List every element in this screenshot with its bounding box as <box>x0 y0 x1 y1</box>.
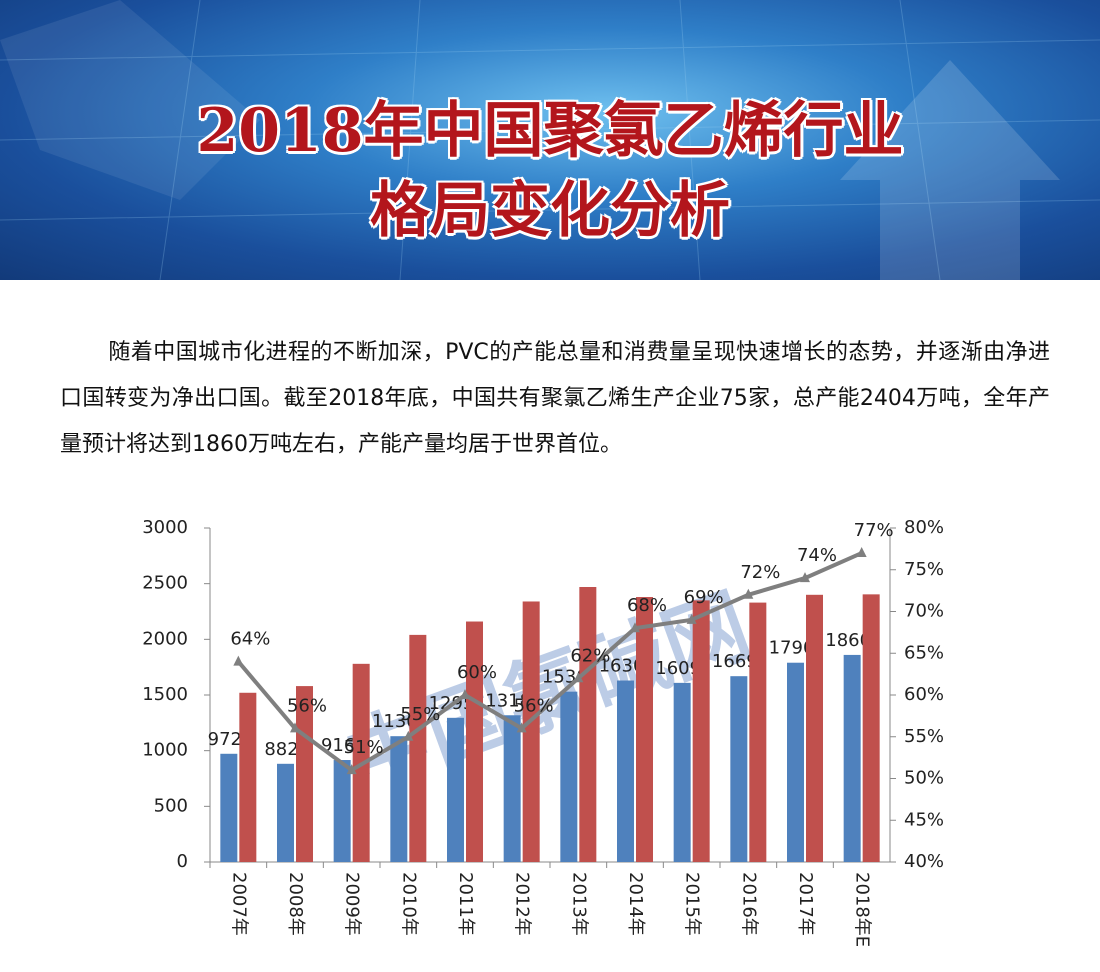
bar <box>447 717 464 862</box>
bar-value-label: 1669 <box>712 651 758 672</box>
bar <box>730 676 748 862</box>
line-value-label: 68% <box>627 595 667 616</box>
line-value-label: 69% <box>684 587 724 608</box>
bar <box>239 692 257 862</box>
y-tick-label: 0 <box>177 851 188 872</box>
line-marker <box>290 722 300 733</box>
x-tick-label: 2009年 <box>342 872 363 936</box>
x-tick-label: 2016年 <box>738 872 759 936</box>
bar-value-label: 972 <box>208 729 242 750</box>
bar <box>636 597 653 862</box>
y-tick-label: 500 <box>154 795 188 816</box>
bar <box>390 736 408 862</box>
x-tick-label: 2018年E <box>852 872 873 947</box>
line-marker <box>573 672 584 683</box>
bar <box>862 594 880 862</box>
line-value-label: 51% <box>344 737 384 758</box>
x-tick-label: 2014年 <box>625 872 646 936</box>
x-tick-label: 2011年 <box>455 872 476 936</box>
y2-tick-label: 60% <box>904 684 944 705</box>
bar-value-label: 1790 <box>769 638 815 659</box>
x-tick-label: 2015年 <box>682 872 703 936</box>
bar <box>617 680 634 862</box>
line-value-label: 77% <box>854 520 894 541</box>
line-marker <box>403 730 414 741</box>
line-value-label: 56% <box>514 695 554 716</box>
bar <box>522 601 540 862</box>
bar <box>409 634 427 862</box>
line-value-label: 72% <box>740 562 780 583</box>
x-tick-label: 2017年 <box>795 872 816 936</box>
bar <box>673 682 691 862</box>
bar <box>333 760 351 862</box>
line-marker <box>630 622 640 633</box>
bar <box>692 600 710 862</box>
y2-tick-label: 65% <box>904 642 944 663</box>
x-tick-label: 2007年 <box>228 872 249 936</box>
line-marker <box>856 547 867 558</box>
line-marker <box>233 655 244 666</box>
bar-value-label: 1609 <box>655 658 701 679</box>
banner-decor <box>0 0 1100 280</box>
bar-value-label: 916 <box>321 735 355 756</box>
bar <box>579 587 597 862</box>
y2-tick-label: 40% <box>904 851 944 872</box>
x-tick-label: 2010年 <box>398 872 419 936</box>
bar-value-label: 1630 <box>599 656 645 677</box>
title-line: 格局变化分析 <box>370 176 730 246</box>
bar <box>787 662 804 862</box>
banner: 2018年中国聚氯乙烯行业 格局变化分析 <box>0 0 1100 280</box>
line-marker <box>800 572 810 583</box>
bar-value-label: 1860 <box>825 630 871 651</box>
bar <box>277 763 294 862</box>
bar-value-label: 1318 <box>485 690 531 711</box>
paragraph: 随着中国城市化进程的不断加深，PVC的产能总量和消费量呈现快速增长的态势，并逐渐… <box>60 340 1050 457</box>
bar <box>749 602 767 862</box>
bar <box>843 654 861 862</box>
bar <box>466 621 483 862</box>
x-tick-label: 2012年 <box>512 872 533 936</box>
bar-value-label: 882 <box>264 739 298 760</box>
y-tick-label: 2500 <box>142 573 188 594</box>
y-tick-label: 1000 <box>142 740 188 761</box>
x-tick-label: 2008年 <box>285 872 306 936</box>
x-tick-label: 2013年 <box>568 872 589 936</box>
bar <box>220 753 238 862</box>
y-tick-label: 3000 <box>142 517 188 538</box>
line-value-label: 64% <box>230 629 270 650</box>
line-marker <box>743 588 754 599</box>
bar <box>503 715 521 862</box>
y2-tick-label: 75% <box>904 559 944 580</box>
line-marker <box>346 764 357 775</box>
line-value-label: 55% <box>400 704 440 725</box>
y2-tick-label: 80% <box>904 517 944 538</box>
bar-value-label: 1130 <box>372 711 418 732</box>
line-marker <box>516 722 527 733</box>
y2-tick-label: 55% <box>904 726 944 747</box>
bar <box>806 594 823 862</box>
chart: 中国氯碱网 05001000150020002500300040%45%50%5… <box>142 517 944 947</box>
y-tick-label: 2000 <box>142 628 188 649</box>
y2-tick-label: 70% <box>904 601 944 622</box>
line-value-label: 60% <box>457 662 497 683</box>
line-marker <box>460 689 470 699</box>
line-value-label: 56% <box>287 695 327 716</box>
y-tick-label: 1500 <box>142 684 188 705</box>
bar <box>560 691 578 862</box>
y2-tick-label: 45% <box>904 809 944 830</box>
title-line: 2018年中国聚氯乙烯行业 <box>196 96 904 166</box>
line <box>236 551 863 773</box>
y2-tick-label: 50% <box>904 768 944 789</box>
line-value-label: 62% <box>570 645 610 666</box>
line-marker <box>686 613 697 624</box>
line-value-label: 74% <box>797 545 837 566</box>
